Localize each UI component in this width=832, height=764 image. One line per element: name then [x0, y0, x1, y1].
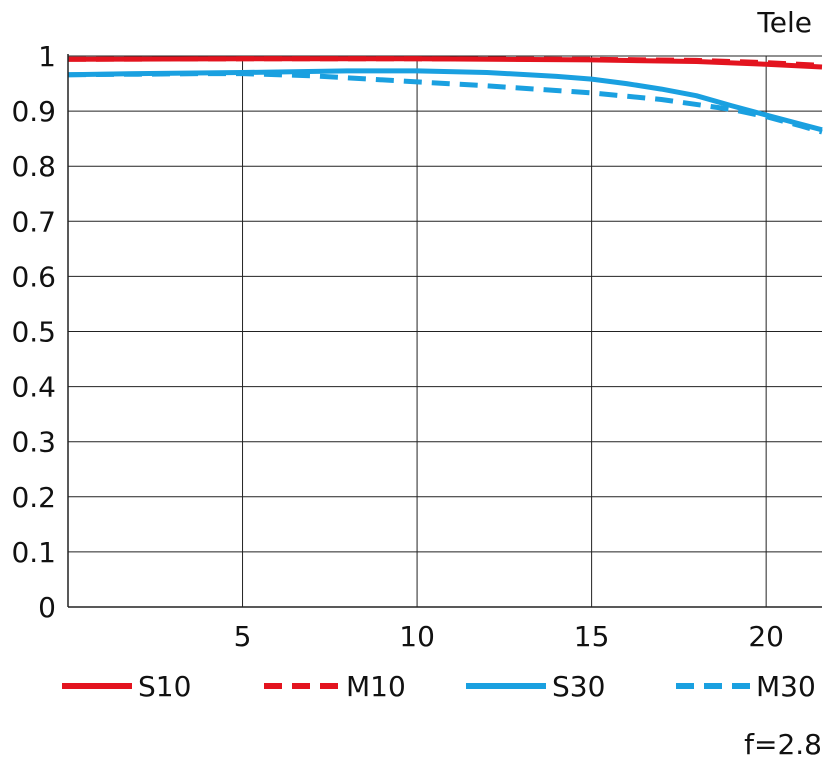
y-tick-label: 0.3 — [11, 426, 56, 459]
y-tick-label: 0.5 — [11, 316, 56, 349]
series-line-m10 — [67, 56, 823, 68]
y-tick-label: 0.6 — [11, 260, 56, 293]
grid-layer — [68, 55, 822, 607]
x-tick-label: 10 — [399, 620, 435, 653]
y-tick-label: 0.2 — [11, 481, 56, 514]
series-line-s30 — [67, 68, 823, 133]
y-tick-label: 0 — [38, 591, 56, 624]
y-tick-label: 0.1 — [11, 536, 56, 569]
x-tick-label: 15 — [574, 620, 610, 653]
legend: S10 M10 S30 M30 — [62, 670, 816, 703]
x-tick-label: 5 — [234, 620, 252, 653]
chart-title: Tele — [756, 6, 812, 39]
legend-label-s30: S30 — [552, 670, 605, 703]
legend-label-s10: S10 — [138, 670, 191, 703]
x-tick-label: 20 — [748, 620, 784, 653]
axis-layer: 00.10.20.30.40.50.60.70.80.915 10 15 20 — [11, 40, 822, 653]
y-tick-label: 0.7 — [11, 205, 56, 238]
y-tick-label: 0.8 — [11, 150, 56, 183]
y-tick-label: 1 — [38, 40, 56, 73]
legend-label-m10: M10 — [346, 670, 406, 703]
y-tick-label: 0.4 — [11, 371, 56, 404]
legend-label-m30: M30 — [756, 670, 816, 703]
series-layer — [67, 56, 823, 135]
series-line-m30 — [67, 71, 823, 135]
y-tick-label: 0.9 — [11, 95, 56, 128]
aperture-caption: f=2.8 — [744, 728, 822, 760]
